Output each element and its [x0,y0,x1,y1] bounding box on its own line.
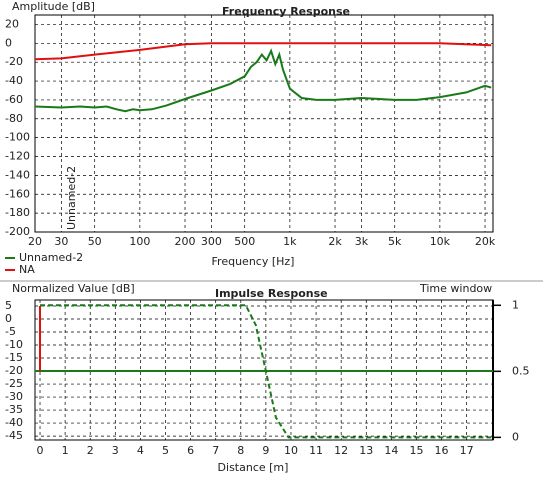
y-tick-label: -25 [5,377,23,390]
x-tick-label: 15 [409,444,423,457]
x-tick-label: 200 [175,235,196,248]
x-tick-label: 5k [388,235,402,248]
x-tick-label: 10k [430,235,451,248]
y-tick-label: -45 [5,429,23,442]
x-tick-label: 5 [162,444,169,457]
x-tick-label: 4 [137,444,144,457]
x-tick-label: 20 [28,235,42,248]
y2-tick-label: 1 [512,298,519,311]
x-tick-label: 12 [334,444,348,457]
x-tick-label: 3k [355,235,369,248]
y2-tick-label: 0 [512,430,519,443]
y-tick-label: -80 [5,112,23,125]
x-tick-label: 0 [37,444,44,457]
x-tick-label: 13 [359,444,373,457]
legend-label: Unnamed-2 [19,251,83,264]
y-tick-label: -160 [5,187,30,200]
x-tick-label: 20k [475,235,496,248]
y-tick-label: -20 [5,364,23,377]
y-axis-label: Normalized Value [dB] [12,282,135,295]
y-tick-label: -20 [5,55,23,68]
x-tick-label: 2 [87,444,94,457]
y-tick-label: 0 [5,312,12,325]
y-tick-label: -5 [5,325,16,338]
x-axis-label: Distance [m] [218,461,289,474]
x-tick-label: 1k [283,235,297,248]
x-tick-label: 7 [212,444,219,457]
y-tick-label: -180 [5,206,30,219]
series-line [40,304,492,439]
series-annotation: Unnamed-2 [65,166,78,230]
x-tick-label: 300 [201,235,222,248]
y-tick-label: -15 [5,351,23,364]
x-tick-label: 9 [262,444,269,457]
y2-tick-label: 0.5 [512,364,530,377]
x-tick-label: 17 [460,444,474,457]
y-axis-label: Amplitude [dB] [12,0,95,13]
y-tick-label: -120 [5,150,30,163]
x-tick-label: 1 [62,444,69,457]
plot-area [34,14,494,233]
y-tick-label: -100 [5,131,30,144]
x-axis-label: Frequency [Hz] [212,255,295,268]
y-tick-label: -10 [5,338,23,351]
y-tick-label: -140 [5,168,30,181]
y-tick-label: 20 [5,17,19,30]
series-line [34,42,492,61]
x-tick-label: 500 [234,235,255,248]
y-tick-label: -40 [5,416,23,429]
chart-title: Impulse Response [215,287,328,300]
y-tick-label: -30 [5,390,23,403]
x-tick-label: 6 [187,444,194,457]
x-tick-label: 50 [88,235,102,248]
y-tick-label: -200 [5,225,30,238]
x-tick-label: 30 [54,235,68,248]
x-tick-label: 16 [435,444,449,457]
y-tick-label: -60 [5,93,23,106]
x-tick-label: 2k [328,235,342,248]
x-tick-label: 8 [237,444,244,457]
x-tick-label: 11 [309,444,323,457]
series-line [34,48,492,113]
y-tick-label: 5 [5,299,12,312]
chart-title: Frequency Response [222,5,350,18]
y-tick-label: -35 [5,403,23,416]
y-tick-label: -40 [5,74,23,87]
y2-axis-label: Time window [419,282,492,295]
y-tick-label: 0 [5,36,12,49]
x-tick-label: 10 [284,444,298,457]
x-tick-label: 3 [112,444,119,457]
x-tick-label: 14 [384,444,398,457]
x-tick-label: 100 [129,235,150,248]
legend-label: NA [19,263,35,276]
